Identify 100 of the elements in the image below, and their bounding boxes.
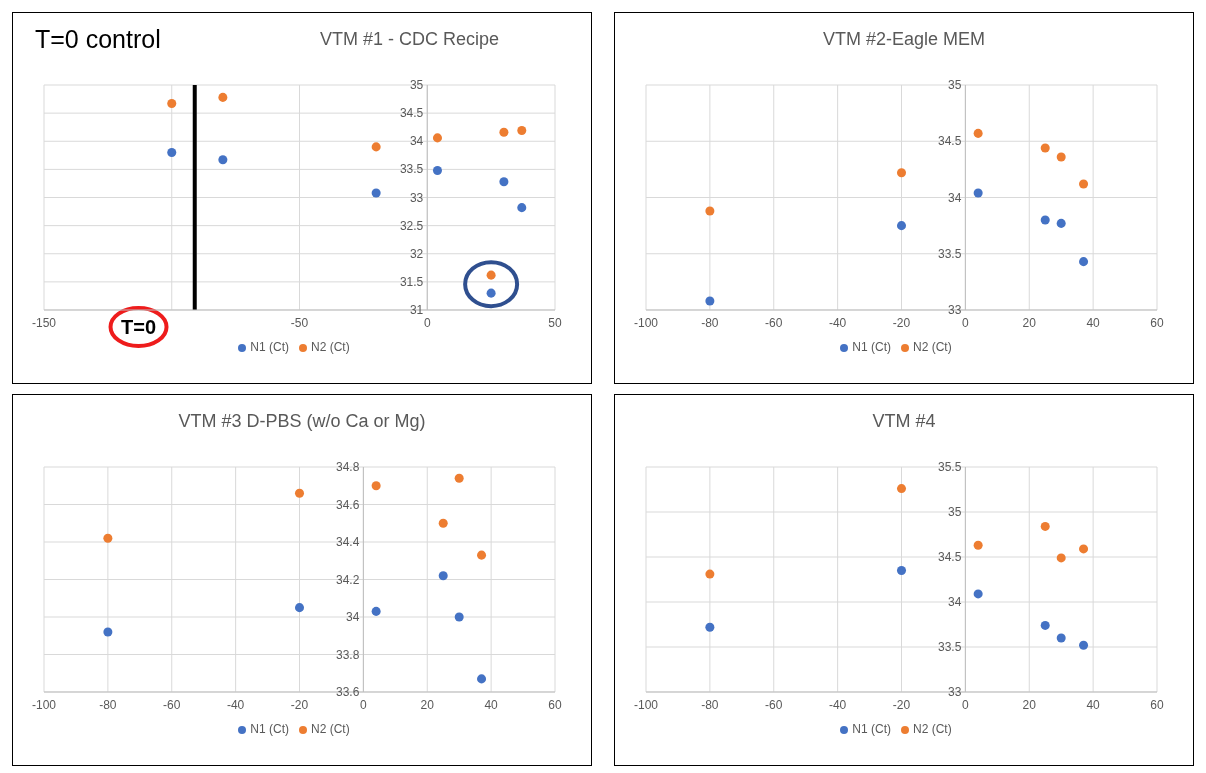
point: [1079, 257, 1089, 267]
point: [517, 203, 527, 213]
point: [1079, 544, 1089, 554]
point: [1056, 553, 1066, 563]
x-tick-label: -40: [226, 697, 245, 712]
point: [371, 188, 381, 198]
point: [973, 128, 983, 138]
point: [499, 177, 509, 187]
point: [103, 627, 113, 637]
point: [477, 674, 487, 684]
x-tick-label: -80: [701, 697, 719, 712]
point: [896, 565, 907, 576]
point: [705, 206, 715, 216]
chart-title: VTM #4: [871, 411, 937, 432]
point: [517, 126, 527, 136]
y-tick-label: 35: [948, 505, 962, 519]
point: [486, 288, 496, 298]
point: [371, 142, 381, 152]
x-tick-label: -100: [633, 697, 659, 712]
point: [973, 188, 983, 198]
x-tick-label: 0: [962, 315, 970, 330]
point: [294, 488, 305, 498]
chart-title: VTM #1 - CDC Recipe: [318, 29, 500, 50]
x-tick-label: -20: [892, 697, 911, 712]
point: [499, 127, 509, 137]
y-tick-label: 35.5: [938, 460, 962, 474]
y-tick-label: 33: [948, 685, 962, 699]
point: [705, 569, 715, 579]
point: [432, 165, 442, 176]
point: [218, 155, 228, 165]
y-tick-label: 33.6: [336, 685, 360, 699]
y-tick-label: 34: [948, 190, 962, 205]
x-tick-label: -20: [892, 315, 911, 330]
x-tick-label: -100: [31, 697, 57, 712]
x-tick-label: -40: [828, 697, 847, 712]
y-tick-label: 34.5: [399, 106, 424, 121]
x-tick-label: 60: [548, 697, 562, 712]
point: [1040, 143, 1050, 153]
x-tick-label: 40: [1086, 315, 1101, 330]
point: [454, 473, 464, 483]
y-tick-label: 34.5: [938, 134, 962, 149]
legend-label: N2 (Ct): [913, 340, 952, 354]
y-tick-label: 34: [346, 610, 360, 624]
point: [438, 571, 448, 581]
point: [371, 481, 381, 491]
point: [1040, 215, 1050, 225]
y-tick-label: 32: [409, 246, 424, 261]
legend-label: N1 (Ct): [250, 722, 289, 736]
x-tick-label: -60: [765, 315, 783, 330]
y-tick-label: 34.6: [336, 497, 360, 512]
point: [1040, 620, 1050, 630]
legend-label: N2 (Ct): [913, 722, 952, 736]
point: [1056, 218, 1066, 228]
point: [432, 133, 442, 143]
point: [896, 221, 907, 231]
point: [705, 296, 715, 306]
point: [486, 270, 496, 280]
legend-label: N1 (Ct): [852, 722, 891, 736]
x-tick-label: 60: [1150, 315, 1164, 330]
x-tick-label: 40: [484, 697, 499, 712]
y-tick-label: 33.5: [938, 246, 962, 261]
legend-label: N2 (Ct): [311, 722, 350, 736]
point: [896, 168, 907, 178]
point: [103, 533, 113, 543]
x-tick-label: -60: [163, 697, 181, 712]
x-tick-label: -50: [290, 315, 309, 330]
point: [1079, 179, 1089, 189]
y-tick-label: 35: [948, 78, 962, 92]
y-tick-label: 32.5: [399, 218, 424, 233]
point: [371, 606, 381, 616]
y-tick-label: 34.4: [336, 535, 360, 549]
point: [477, 550, 487, 560]
y-tick-label: 34: [409, 134, 424, 149]
y-tick-label: 34.2: [336, 572, 360, 587]
x-tick-label: 60: [1150, 697, 1164, 712]
y-tick-label: 34.8: [336, 460, 360, 474]
x-tick-label: 50: [548, 315, 562, 330]
point: [1056, 633, 1066, 643]
x-tick-label: -60: [765, 697, 783, 712]
x-tick-label: 20: [1022, 315, 1037, 330]
text: T=0: [121, 316, 157, 338]
y-tick-label: 33.8: [336, 647, 360, 662]
point: [705, 622, 715, 632]
y-tick-label: 33: [948, 303, 962, 317]
x-tick-label: 0: [962, 697, 970, 712]
point: [294, 603, 305, 613]
chart-title: VTM #2-Eagle MEM: [821, 29, 986, 50]
point: [454, 612, 464, 622]
legend-label: N1 (Ct): [852, 340, 891, 354]
point: [167, 99, 177, 109]
point: [973, 540, 983, 550]
x-tick-label: -20: [290, 697, 309, 712]
point: [1040, 521, 1050, 531]
y-tick-label: 33: [409, 190, 424, 205]
point: [167, 147, 177, 158]
legend-label: N2 (Ct): [311, 340, 350, 354]
y-tick-label: 35: [409, 78, 424, 92]
x-tick-label: -100: [633, 315, 659, 330]
x-tick-label: -40: [828, 315, 847, 330]
y-tick-label: 31: [409, 303, 424, 317]
